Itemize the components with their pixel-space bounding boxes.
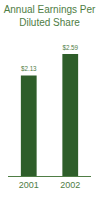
svg-text:Annual Earnings PerDiluted Sha: Annual Earnings PerDiluted Share xyxy=(4,4,96,28)
svg-text:$2.13: $2.13 xyxy=(21,65,37,72)
svg-text:2001: 2001 xyxy=(19,180,39,190)
svg-text:$2.59: $2.59 xyxy=(62,44,78,51)
svg-text:2002: 2002 xyxy=(60,180,80,190)
